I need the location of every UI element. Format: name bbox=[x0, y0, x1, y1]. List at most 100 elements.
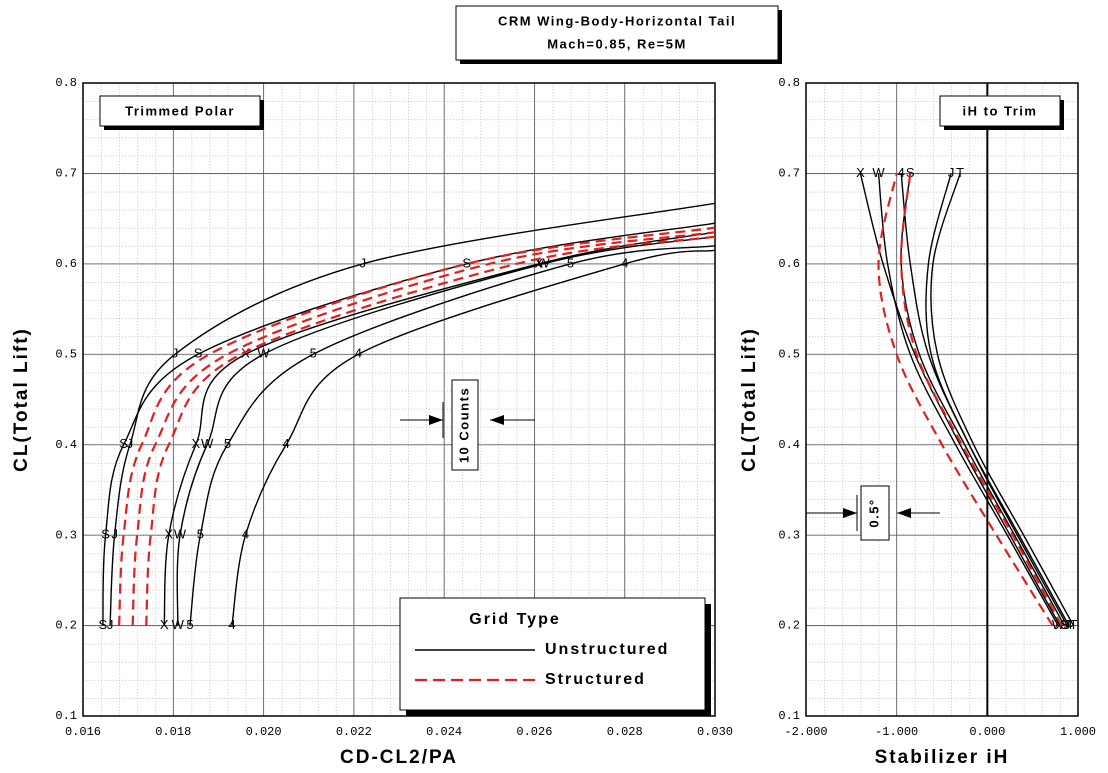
point-label: X bbox=[856, 165, 865, 180]
x-tick-label: 0.022 bbox=[336, 725, 372, 739]
curve bbox=[145, 235, 715, 626]
title-box bbox=[455, 5, 779, 61]
x-tick-label: 0.016 bbox=[65, 725, 101, 739]
y-tick-label: 0.7 bbox=[55, 167, 77, 181]
plot-frame bbox=[82, 82, 716, 717]
x-axis-label: CD-CL2/PA bbox=[340, 747, 458, 768]
dim-arrow bbox=[843, 508, 857, 518]
x-tick-label: -1.000 bbox=[875, 725, 918, 739]
point-label: W bbox=[174, 527, 187, 542]
legend-label: Unstructured bbox=[545, 641, 669, 658]
y-tick-label: 0.8 bbox=[778, 76, 800, 90]
x-axis-label: Stabilizer iH bbox=[875, 747, 1010, 768]
point-label: J bbox=[360, 255, 367, 270]
x-tick-label: 0.020 bbox=[246, 725, 282, 739]
point-label: W bbox=[172, 617, 185, 632]
point-label: S bbox=[99, 617, 108, 632]
point-label: X bbox=[192, 436, 201, 451]
point-label: 5 bbox=[567, 255, 574, 270]
point-label: 5 bbox=[197, 527, 204, 542]
point-label: 4 bbox=[283, 436, 290, 451]
dim-arrow bbox=[490, 415, 504, 425]
curve bbox=[930, 173, 1075, 626]
x-tick-label: 0.028 bbox=[607, 725, 643, 739]
point-label: 4 bbox=[621, 255, 628, 270]
point-label: S bbox=[1060, 617, 1069, 632]
y-tick-label: 0.3 bbox=[778, 528, 800, 542]
point-label: 4 bbox=[228, 617, 235, 632]
plot-frame bbox=[805, 82, 1079, 717]
y-tick-label: 0.4 bbox=[778, 438, 800, 452]
curve bbox=[900, 173, 1063, 627]
curve bbox=[925, 173, 1068, 626]
y-tick-label: 0.5 bbox=[55, 347, 77, 361]
y-axis-label: CL(Total Lift) bbox=[11, 327, 32, 472]
point-label: S bbox=[101, 527, 110, 542]
point-label: W bbox=[201, 436, 214, 451]
point-label: X bbox=[535, 255, 544, 270]
point-label: T bbox=[1069, 617, 1077, 632]
y-tick-label: 0.5 bbox=[778, 347, 800, 361]
curve bbox=[102, 222, 715, 626]
y-tick-label: 0.1 bbox=[778, 709, 800, 723]
curve bbox=[176, 236, 715, 626]
point-label: J bbox=[172, 346, 179, 361]
y-tick-label: 0.3 bbox=[55, 528, 77, 542]
x-tick-label: 0.024 bbox=[426, 725, 462, 739]
point-label: 5 bbox=[310, 346, 317, 361]
chart-subtitle: Mach=0.85, Re=5M bbox=[547, 36, 687, 51]
minor-grid bbox=[806, 83, 1078, 716]
point-label: S bbox=[906, 165, 915, 180]
dim-arrow bbox=[897, 508, 911, 518]
annotation: 10 Counts bbox=[456, 387, 471, 463]
point-label: J bbox=[107, 617, 114, 632]
x-tick-label: 0.030 bbox=[697, 725, 733, 739]
point-label: S bbox=[194, 346, 203, 361]
point-label: 4 bbox=[898, 165, 905, 180]
point-label: T bbox=[956, 165, 964, 180]
y-tick-label: 0.1 bbox=[55, 709, 77, 723]
y-tick-label: 0.6 bbox=[778, 257, 800, 271]
y-tick-label: 0.2 bbox=[55, 619, 77, 633]
panel-title: iH to Trim bbox=[963, 103, 1038, 118]
point-label: W bbox=[872, 165, 885, 180]
legend-box bbox=[399, 597, 706, 711]
x-tick-label: 0.018 bbox=[155, 725, 191, 739]
point-label: W bbox=[257, 346, 270, 361]
curve bbox=[109, 202, 715, 626]
panel-title: Trimmed Polar bbox=[125, 103, 235, 118]
curve bbox=[231, 249, 715, 626]
point-label: 4 bbox=[242, 527, 249, 542]
curve bbox=[163, 231, 715, 626]
point-label: X bbox=[241, 346, 250, 361]
chart-title: CRM Wing-Body-Horizontal Tail bbox=[498, 13, 736, 28]
point-label: 4 bbox=[355, 346, 362, 361]
panel-title-box bbox=[939, 95, 1061, 127]
x-tick-label: 0.026 bbox=[516, 725, 552, 739]
point-label: X bbox=[164, 527, 173, 542]
y-tick-label: 0.2 bbox=[778, 619, 800, 633]
y-tick-label: 0.7 bbox=[778, 167, 800, 181]
point-label: S bbox=[119, 436, 128, 451]
curve bbox=[877, 173, 1059, 626]
curve bbox=[189, 245, 715, 626]
point-label: X bbox=[160, 617, 169, 632]
y-tick-label: 0.4 bbox=[55, 438, 77, 452]
dim-arrow bbox=[429, 415, 443, 425]
y-axis-label: CL(Total Lift) bbox=[739, 327, 760, 472]
legend-label: Structured bbox=[545, 671, 646, 688]
point-label: 5 bbox=[224, 436, 231, 451]
annotation-box bbox=[451, 379, 479, 471]
x-tick-label: -2.000 bbox=[784, 725, 827, 739]
y-tick-label: 0.6 bbox=[55, 257, 77, 271]
point-label: 5 bbox=[186, 617, 193, 632]
point-label: S bbox=[462, 255, 471, 270]
point-label: W bbox=[1052, 617, 1065, 632]
x-tick-label: 1.000 bbox=[1060, 725, 1096, 739]
point-label: J bbox=[111, 527, 118, 542]
point-label: J bbox=[948, 165, 955, 180]
x-tick-label: 0.000 bbox=[969, 725, 1005, 739]
y-tick-label: 0.8 bbox=[55, 76, 77, 90]
